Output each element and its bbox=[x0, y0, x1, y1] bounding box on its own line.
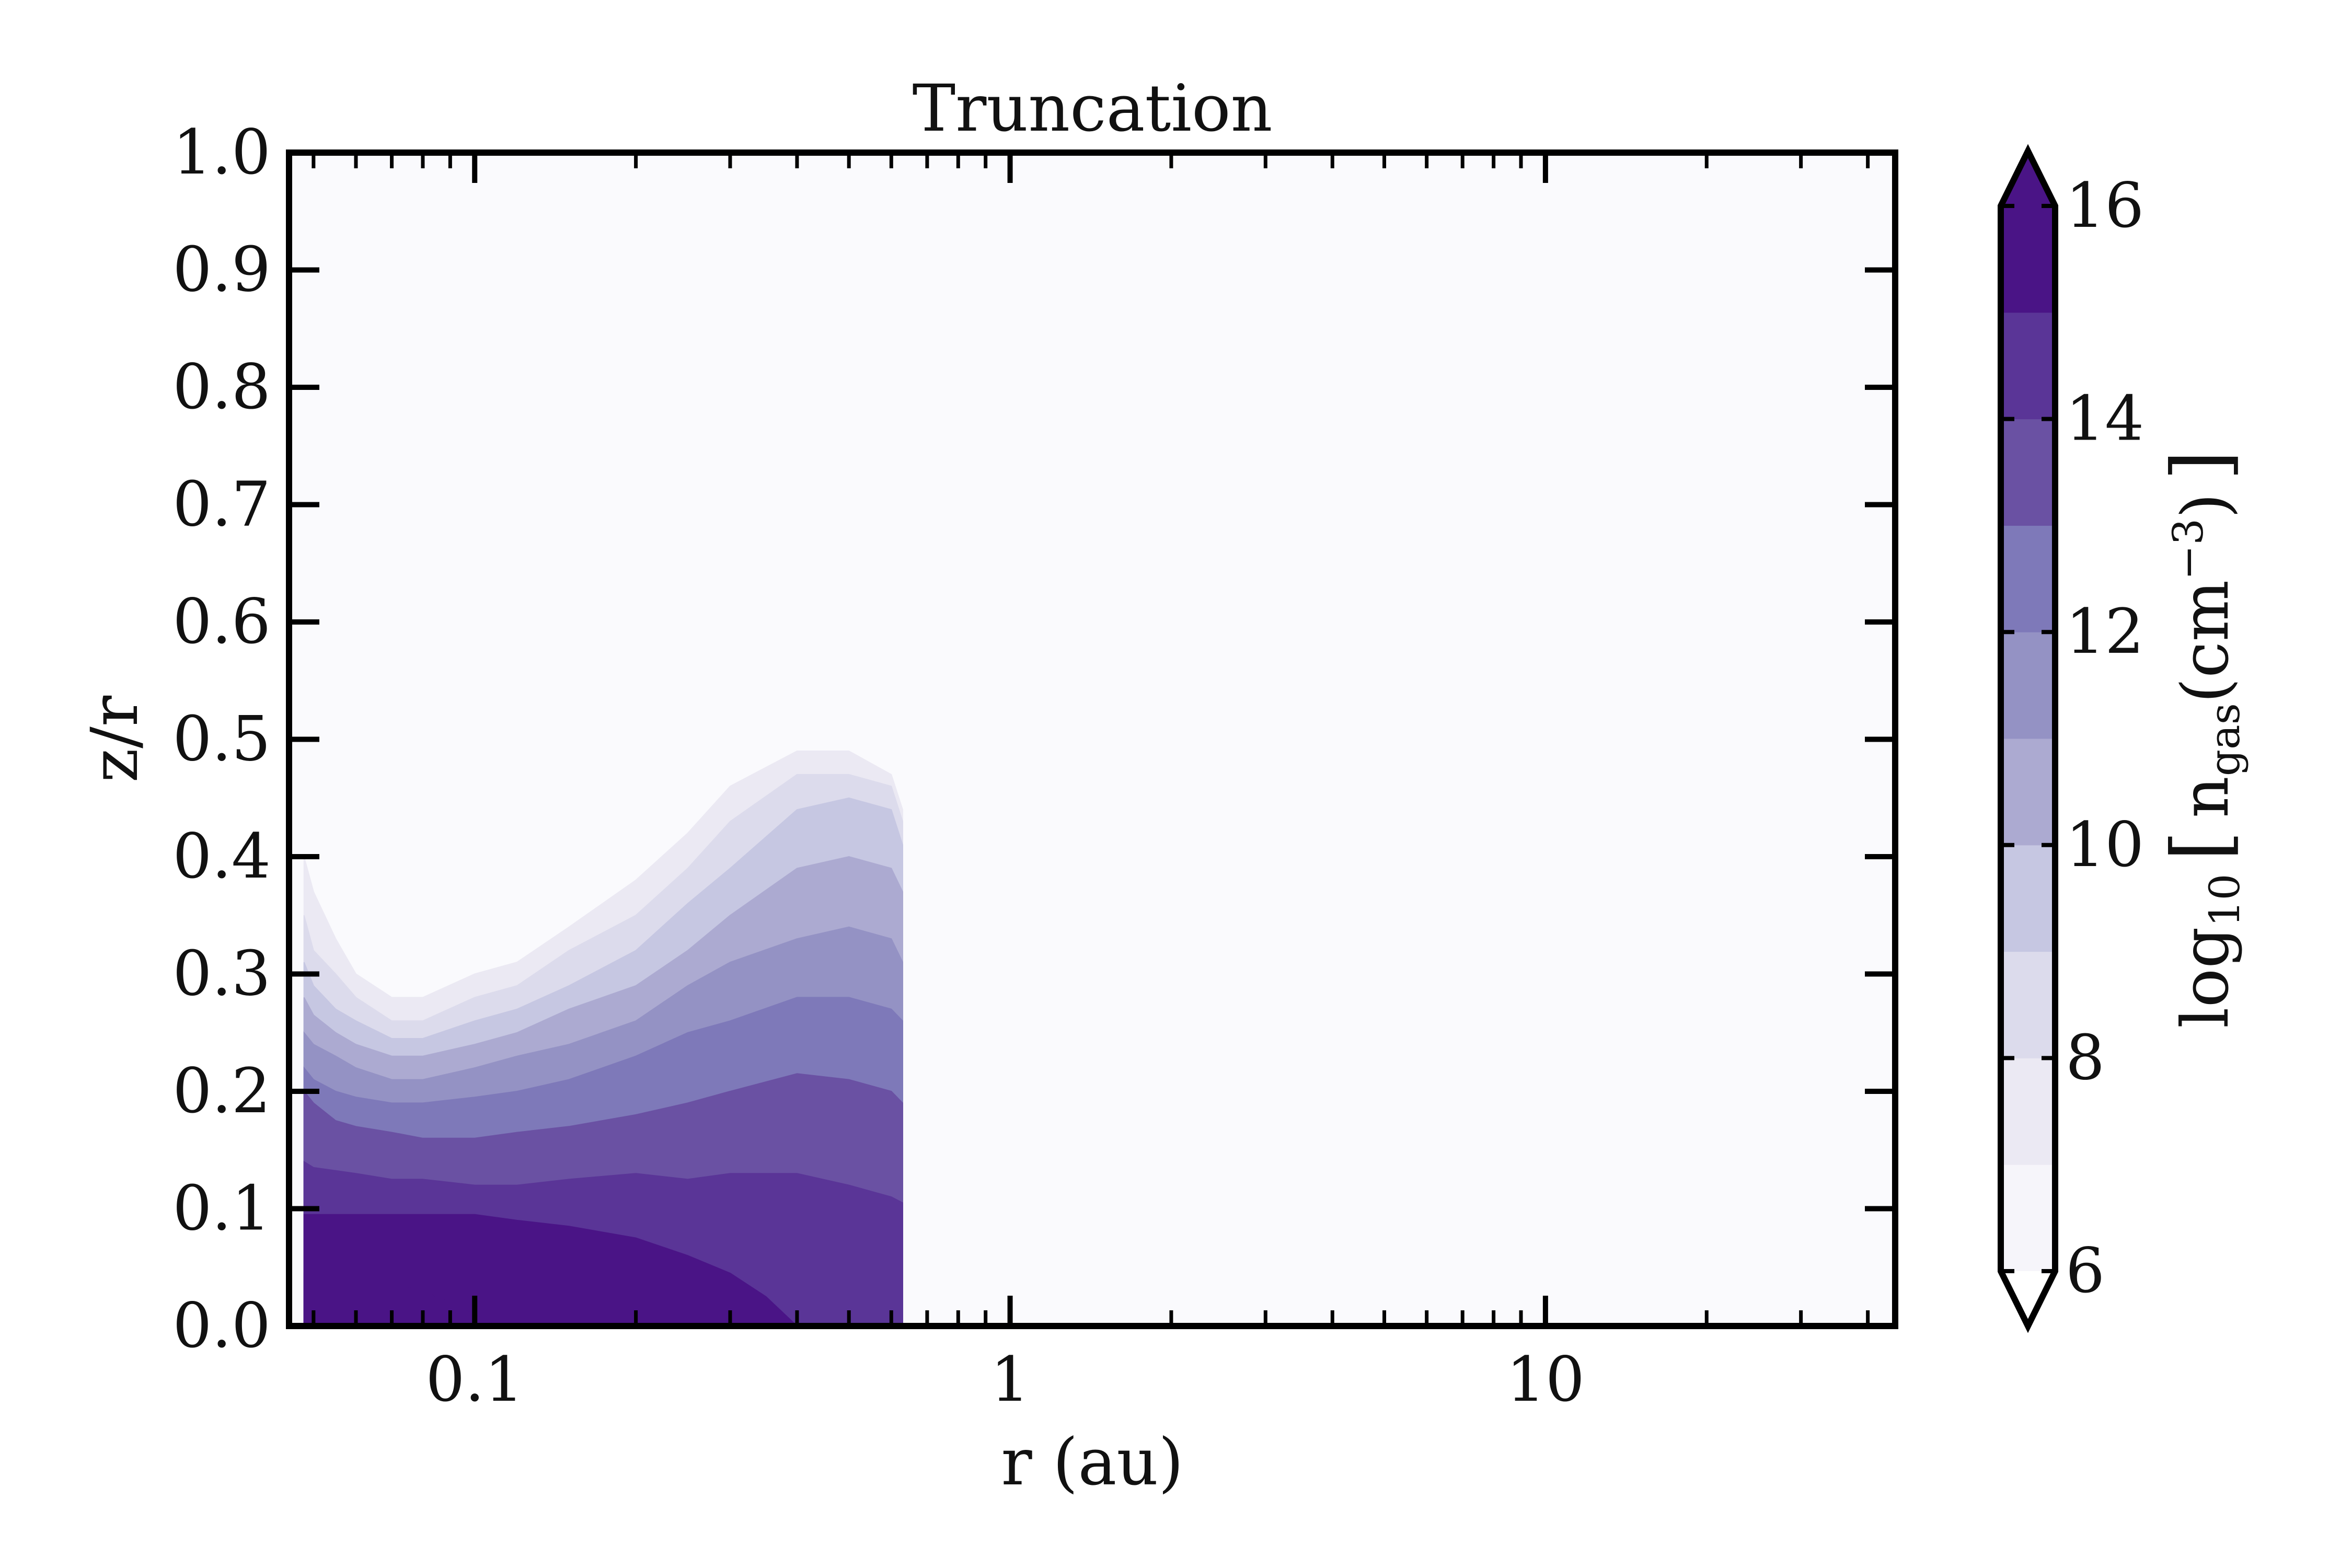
x-axis-ticks: 0.1 1 10 bbox=[312, 153, 1870, 1415]
chart-title: Truncation bbox=[912, 71, 1272, 146]
y-tick-label: 0.8 bbox=[172, 351, 271, 423]
colorbar-tick-label: 12 bbox=[2066, 595, 2144, 667]
colorbar-segment bbox=[2000, 845, 2056, 952]
colorbar-label-log-subscript: 10 bbox=[2200, 874, 2249, 927]
y-tick-label: 0.1 bbox=[172, 1172, 271, 1244]
colorbar-segment bbox=[2000, 1057, 2056, 1165]
x-tick-label: 0.1 bbox=[425, 1343, 524, 1415]
colorbar-label: log10 [ ngas(cm−3)] bbox=[2155, 450, 2249, 1028]
y-axis-ticks: 0.0 0.1 0.2 0.3 0.4 0.5 0.6 0.7 0.8 0.9 1.0 bbox=[172, 116, 1895, 1362]
colorbar-segment bbox=[2000, 525, 2056, 632]
y-tick-label: 0.4 bbox=[172, 820, 271, 892]
density-contour-bands bbox=[303, 751, 903, 1326]
colorbar-label-unit-close: ) bbox=[2168, 493, 2243, 518]
colorbar-tick-label: 10 bbox=[2066, 809, 2144, 881]
y-tick-label: 0.0 bbox=[172, 1289, 271, 1362]
colorbar-segment bbox=[2000, 738, 2056, 846]
y-axis-label: z/r bbox=[77, 695, 153, 782]
y-tick-label: 1.0 bbox=[172, 116, 271, 188]
x-tick-label: 10 bbox=[1506, 1343, 1585, 1415]
y-tick-label: 0.2 bbox=[172, 1055, 271, 1127]
colorbar-label-unit-open: (cm bbox=[2168, 580, 2243, 703]
colorbar-segment bbox=[2000, 312, 2056, 420]
colorbar-extend-max bbox=[2001, 151, 2055, 206]
colorbar-segment bbox=[2000, 1164, 2056, 1272]
colorbar-label-close-bracket: ] bbox=[2155, 450, 2246, 481]
y-tick-label: 0.5 bbox=[172, 703, 271, 775]
y-tick-label: 0.9 bbox=[172, 234, 271, 306]
colorbar-tick-label: 8 bbox=[2066, 1021, 2105, 1093]
colorbar-segment bbox=[2000, 951, 2056, 1058]
y-tick-label: 0.6 bbox=[172, 585, 271, 658]
colorbar-segment bbox=[2000, 205, 2056, 313]
colorbar-label-open-bracket: [ bbox=[2155, 831, 2246, 861]
colorbar-ticks: 6 8 10 12 14 16 bbox=[2001, 169, 2144, 1307]
colorbar-label-log: log bbox=[2168, 927, 2243, 1028]
x-tick-label: 1 bbox=[990, 1343, 1030, 1415]
colorbar-extend-min bbox=[2001, 1271, 2055, 1326]
colorbar-segment bbox=[2000, 631, 2056, 739]
colorbar-segment bbox=[2000, 419, 2056, 526]
colorbar-tick-label: 6 bbox=[2066, 1235, 2105, 1307]
colorbar-label-gas-subscript: gas bbox=[2200, 703, 2249, 776]
colorbar-label-exponent: −3 bbox=[2164, 518, 2212, 580]
x-axis-label: r (au) bbox=[1001, 1425, 1183, 1500]
colorbar-label-n: n bbox=[2168, 776, 2243, 818]
colorbar-tick-label: 14 bbox=[2066, 383, 2144, 455]
y-tick-label: 0.3 bbox=[172, 938, 271, 1010]
y-tick-label: 0.7 bbox=[172, 468, 271, 540]
colorbar-tick-label: 16 bbox=[2066, 169, 2144, 241]
colorbar bbox=[1998, 144, 2058, 1333]
